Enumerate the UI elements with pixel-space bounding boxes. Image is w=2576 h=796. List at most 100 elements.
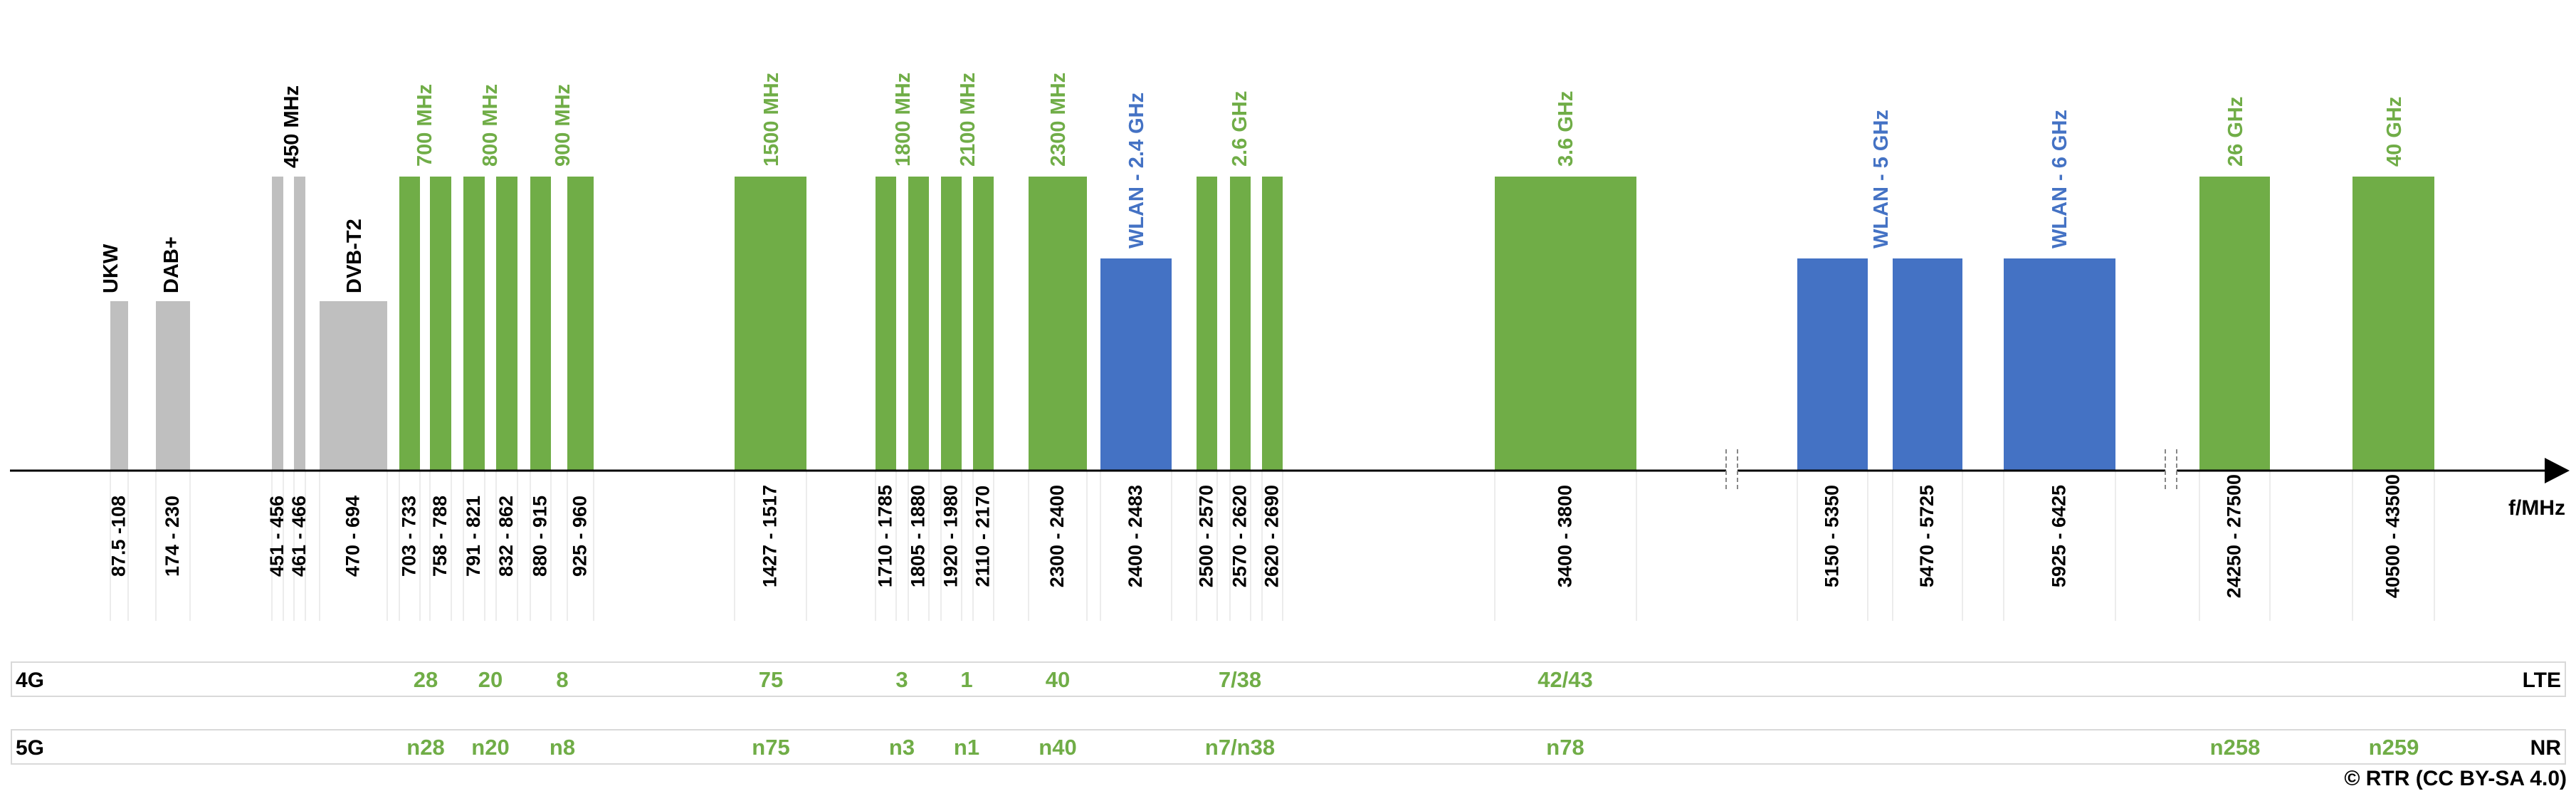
band-bar-ukw bbox=[110, 301, 128, 471]
band-label-450: 450 MHz bbox=[280, 85, 303, 168]
band-label-wlan6: WLAN - 6 GHz bbox=[2049, 110, 2071, 248]
band-bar-1800 bbox=[908, 177, 929, 471]
range-label: 1920 - 1980 bbox=[940, 485, 962, 587]
range-label: 925 - 960 bbox=[569, 496, 591, 577]
band-label-1500: 1500 MHz bbox=[760, 73, 783, 167]
band-bar-2600 bbox=[1197, 177, 1217, 471]
row-band-value: n20 bbox=[471, 735, 509, 760]
axis-label: f/MHz bbox=[2508, 496, 2565, 520]
range-label: 5150 - 5350 bbox=[1821, 485, 1843, 587]
range-labels: 87.5 -108 174 - 230 451 - 456 461 - 466 470 … bbox=[108, 474, 2404, 598]
range-label: 174 - 230 bbox=[162, 496, 183, 577]
band-bars bbox=[110, 177, 2434, 471]
row-labels: 4G LTE 28 20 8 75 3 1 40 7/38 42/43 5G NR n28 n20 n8 n75… bbox=[16, 667, 2561, 760]
row-box-4g bbox=[11, 661, 2566, 697]
row-band-value: n259 bbox=[2369, 735, 2419, 760]
range-label: 5470 - 5725 bbox=[1916, 485, 1938, 587]
row-label-right: NR bbox=[2530, 736, 2562, 760]
band-bar-800 bbox=[496, 177, 517, 471]
band-label-wlan24: WLAN - 2.4 GHz bbox=[1125, 93, 1148, 248]
technology-rows bbox=[11, 661, 2566, 765]
band-bar-wlan5 bbox=[1797, 258, 1868, 471]
axis-arrow bbox=[2545, 458, 2570, 483]
range-label: 5925 - 6425 bbox=[2049, 485, 2070, 587]
row-label-left: 5G bbox=[16, 736, 44, 760]
row-band-value: 20 bbox=[478, 667, 503, 692]
range-label: 758 - 788 bbox=[429, 496, 451, 577]
band-bar-26g bbox=[2199, 177, 2270, 471]
band-label-ukw: UKW bbox=[100, 243, 122, 293]
row-label-left: 4G bbox=[16, 669, 44, 692]
row-band-value: n258 bbox=[2210, 735, 2261, 760]
row-band-value: n40 bbox=[1039, 735, 1076, 760]
band-label-2100: 2100 MHz bbox=[957, 73, 979, 167]
range-label: 470 - 694 bbox=[342, 496, 364, 577]
row-band-value: n1 bbox=[954, 735, 979, 760]
band-label-dab: DAB+ bbox=[160, 236, 183, 293]
band-label-dvbt2: DVB-T2 bbox=[343, 219, 366, 293]
axis-break-gap bbox=[1726, 449, 1738, 492]
band-label-1800: 1800 MHz bbox=[892, 73, 915, 167]
range-label: 461 - 466 bbox=[288, 496, 310, 577]
row-band-value: n75 bbox=[752, 735, 789, 760]
range-label: 2620 - 2690 bbox=[1261, 485, 1283, 587]
frequency-axis: f/MHz bbox=[10, 449, 2570, 520]
band-bar-2100 bbox=[941, 177, 962, 471]
band-bar-2300 bbox=[1029, 177, 1087, 471]
range-label: 703 - 733 bbox=[399, 496, 420, 577]
row-band-value: n28 bbox=[406, 735, 444, 760]
row-band-value: 42/43 bbox=[1537, 667, 1593, 692]
range-label: 1710 - 1785 bbox=[875, 485, 896, 587]
range-label: 2570 - 2620 bbox=[1229, 485, 1251, 587]
row-band-value: 7/38 bbox=[1219, 667, 1261, 692]
band-bar-900 bbox=[530, 177, 551, 471]
band-bar-wlan24 bbox=[1100, 258, 1172, 471]
band-bar-40g bbox=[2352, 177, 2434, 471]
band-bar-450 bbox=[272, 177, 283, 471]
row-band-value: n78 bbox=[1546, 735, 1584, 760]
band-bar-2600 bbox=[1262, 177, 1283, 471]
row-band-value: n8 bbox=[550, 735, 575, 760]
range-label: 2400 - 2483 bbox=[1125, 485, 1146, 587]
band-label-wlan5: WLAN - 5 GHz bbox=[1870, 110, 1893, 248]
axis-break-gap bbox=[2165, 449, 2177, 492]
band-bar-3600 bbox=[1495, 177, 1636, 471]
band-bar-dab bbox=[156, 301, 190, 471]
row-band-value: n7/n38 bbox=[1205, 735, 1275, 760]
band-bar-2100 bbox=[973, 177, 994, 471]
band-bar-1800 bbox=[876, 177, 896, 471]
range-label: 832 - 862 bbox=[495, 496, 517, 577]
range-label: 791 - 821 bbox=[463, 496, 484, 577]
row-band-value: 28 bbox=[414, 667, 438, 692]
band-bar-2600 bbox=[1230, 177, 1251, 471]
range-label: 2110 - 2170 bbox=[972, 486, 994, 587]
row-band-value: 40 bbox=[1046, 667, 1070, 692]
band-bar-700 bbox=[399, 177, 420, 471]
band-label-800: 800 MHz bbox=[479, 84, 502, 167]
row-band-value: n3 bbox=[889, 735, 915, 760]
row-box-5g bbox=[11, 729, 2566, 765]
range-label: 2300 - 2400 bbox=[1046, 485, 1068, 587]
band-label-900: 900 MHz bbox=[552, 84, 574, 167]
row-band-value: 75 bbox=[759, 667, 783, 692]
range-label: 2500 - 2570 bbox=[1196, 485, 1217, 587]
range-label: 451 - 456 bbox=[266, 496, 288, 577]
range-label: 40500 - 43500 bbox=[2382, 474, 2404, 598]
band-bar-900 bbox=[567, 177, 594, 471]
band-bar-450 bbox=[294, 177, 305, 471]
band-label-3600: 3.6 GHz bbox=[1555, 91, 1577, 167]
range-label: 1427 - 1517 bbox=[759, 485, 781, 587]
band-bar-dvbt2 bbox=[320, 301, 387, 471]
range-label: 880 - 915 bbox=[530, 496, 551, 577]
range-label: 3400 - 3800 bbox=[1555, 485, 1576, 587]
row-band-value: 1 bbox=[960, 667, 972, 692]
band-bar-1500 bbox=[735, 177, 806, 471]
band-labels: UKW DAB+ 450 MHz DVB-T2 700 MHz 800 MHz 900 MH… bbox=[100, 73, 2406, 293]
band-label-2300: 2300 MHz bbox=[1047, 73, 1070, 167]
band-bar-700 bbox=[430, 177, 451, 471]
band-label-2600: 2.6 GHz bbox=[1229, 91, 1251, 167]
band-bar-wlan6 bbox=[2004, 258, 2115, 471]
row-band-value: 8 bbox=[556, 667, 568, 692]
range-label: 24250 - 27500 bbox=[2224, 474, 2245, 598]
